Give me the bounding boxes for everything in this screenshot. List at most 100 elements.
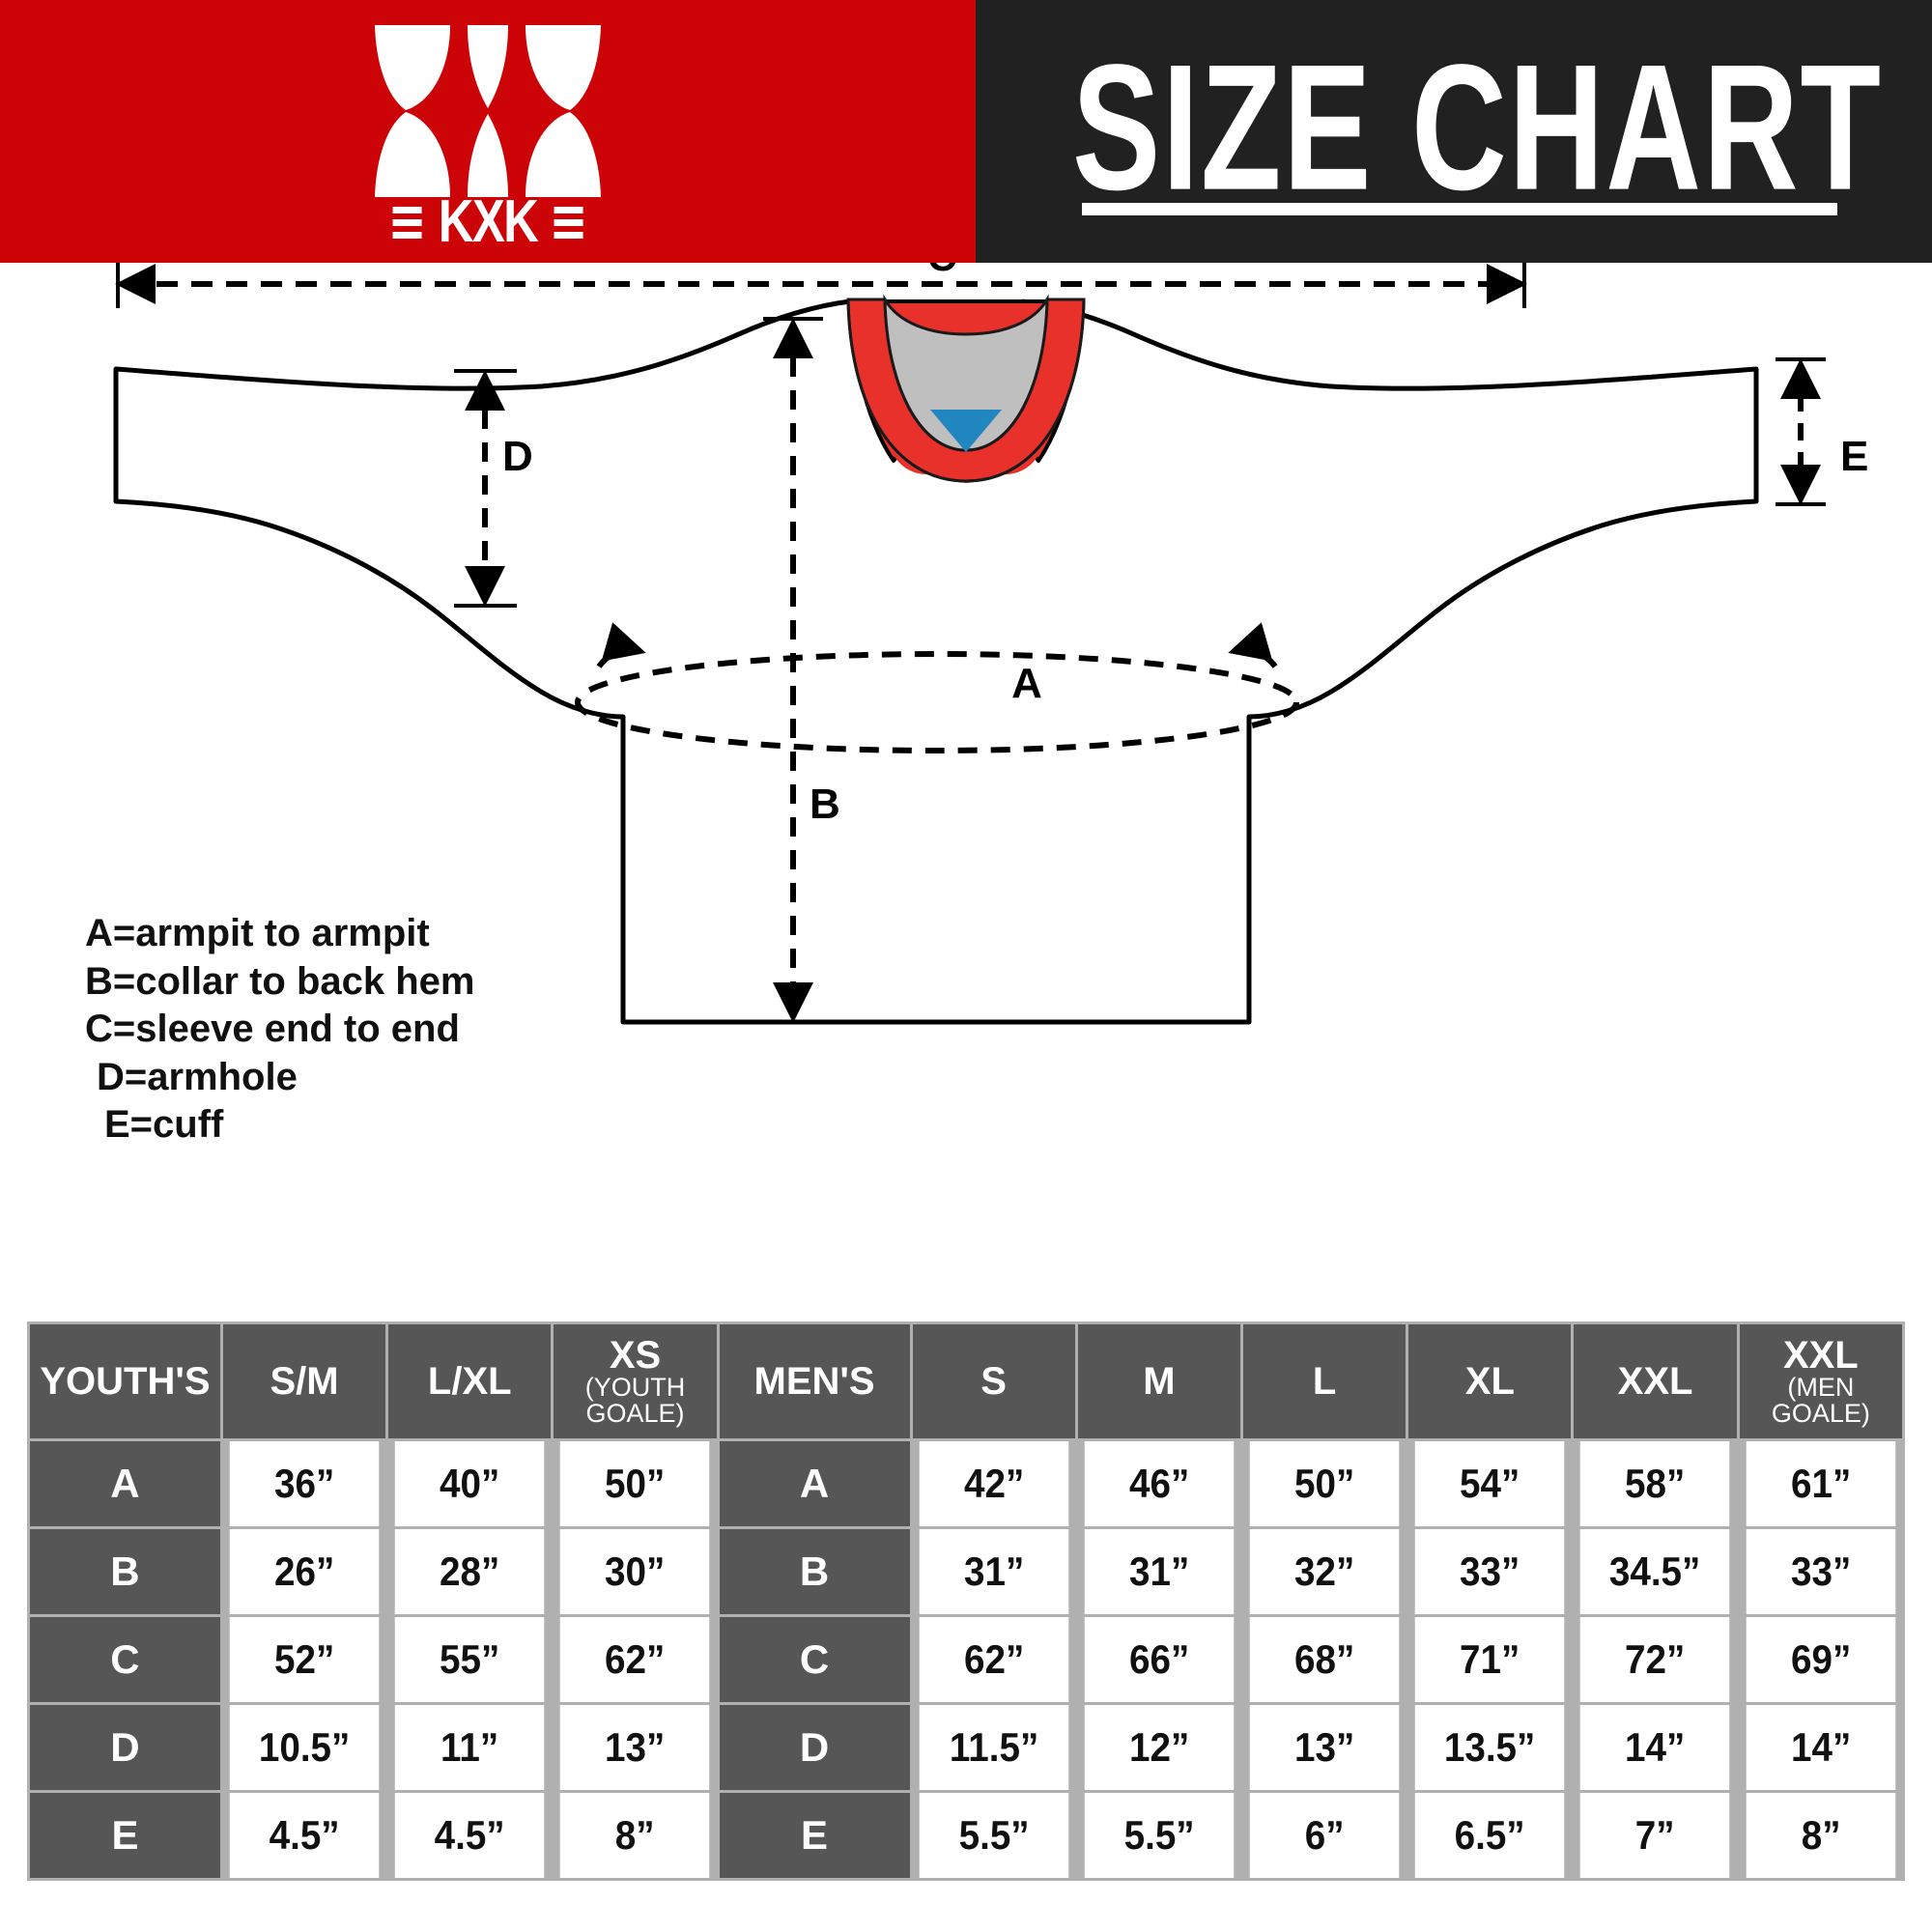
table-cell-value: 4.5” — [394, 1793, 545, 1878]
table-row: E 4.5” 4.5” 8” E 5.5” 5.5” 6” 6.5” 7” 8” — [30, 1793, 1902, 1878]
table-cell-value: 42” — [919, 1441, 1069, 1526]
legend-item-c: C=sleeve end to end — [85, 1008, 460, 1051]
table-header-cell: L/XL — [388, 1324, 552, 1438]
table-cell-value: 28” — [394, 1529, 545, 1614]
page-title: SIZE CHART — [1072, 27, 1883, 228]
row-label-mens: D — [719, 1705, 910, 1790]
brand-panel: KXK — [0, 0, 976, 263]
header-main-label: YOUTH'S — [40, 1360, 211, 1403]
table-cell-value: 30” — [560, 1529, 710, 1614]
table-cell-value: 8” — [1746, 1793, 1896, 1878]
table-cell-value: 5.5” — [919, 1793, 1069, 1878]
row-label-youth: D — [30, 1705, 220, 1790]
kxk-hourglass-mark — [375, 25, 601, 197]
table-row: D 10.5” 11” 13” D 11.5” 12” 13” 13.5” 14” 14” — [30, 1705, 1902, 1790]
table-cell-value: 68” — [1249, 1617, 1400, 1702]
header-sub-label: (MEN GOALE) — [1771, 1373, 1870, 1428]
legend-item-e: E=cuff — [104, 1103, 224, 1147]
table-cell-value: 55” — [394, 1617, 545, 1702]
legend-item-b: B=collar to back hem — [85, 959, 475, 1003]
measure-d: D — [454, 369, 533, 608]
row-label-mens: A — [719, 1441, 910, 1526]
header-main-label: L — [1312, 1360, 1337, 1403]
jersey-diagram: C — [0, 263, 1932, 1296]
table-cell-value: 13.5” — [1414, 1705, 1565, 1790]
kxk-wordmark: KXK — [392, 188, 583, 256]
table-cell-value: 11.5” — [919, 1705, 1069, 1790]
kxk-logo: KXK — [357, 15, 618, 256]
table-cell-value: 32” — [1249, 1529, 1400, 1614]
logo-bars-right — [554, 206, 583, 239]
table-cell-value: 13” — [560, 1705, 710, 1790]
table-cell-value: 72” — [1580, 1617, 1730, 1702]
header-main-label: L/XL — [427, 1360, 512, 1403]
table-cell-value: 54” — [1414, 1441, 1565, 1526]
table-header-row: YOUTH'S S/M L/XL XS (YOUTH GOALE) MEN'S S M L XL X… — [30, 1324, 1902, 1438]
logo-text: KXK — [438, 188, 539, 256]
logo-bars-left — [392, 206, 422, 239]
table-header-cell: XL — [1408, 1324, 1572, 1438]
table-body: A 36” 40” 50” A 42” 46” 50” 54” 58” 61” B 26” 28” 30” B… — [30, 1441, 1902, 1878]
table-cell-value: 58” — [1580, 1441, 1730, 1526]
row-label-mens: B — [719, 1529, 910, 1614]
table-cell-value: 66” — [1084, 1617, 1235, 1702]
table-header-cell: XXL (MEN GOALE) — [1739, 1324, 1902, 1438]
title-panel: SIZE CHART — [976, 0, 1932, 263]
jersey-svg: C — [113, 263, 1868, 1025]
legend-item-d: D=armhole — [97, 1055, 298, 1098]
table-cell-value: 52” — [229, 1617, 380, 1702]
table-cell-value: 5.5” — [1084, 1793, 1235, 1878]
measure-e: E — [1776, 357, 1868, 506]
table-cell-value: 31” — [1084, 1529, 1235, 1614]
table-header-cell: YOUTH'S — [30, 1324, 220, 1438]
table-cell-value: 6” — [1249, 1793, 1400, 1878]
row-label-youth: B — [30, 1529, 220, 1614]
table-cell-value: 8” — [560, 1793, 710, 1878]
table-row: B 26” 28” 30” B 31” 31” 32” 33” 34.5” 33” — [30, 1529, 1902, 1614]
table-cell-value: 33” — [1414, 1529, 1565, 1614]
table-cell-value: 50” — [1249, 1441, 1400, 1526]
table-cell-value: 4.5” — [229, 1793, 380, 1878]
table-cell-value: 33” — [1746, 1529, 1896, 1614]
header-main-label: MEN'S — [753, 1360, 875, 1403]
table-header-cell: XS (YOUTH GOALE) — [554, 1324, 717, 1438]
header-sub-label: (YOUTH GOALE) — [584, 1373, 686, 1428]
measure-b: B — [763, 317, 840, 1024]
table-header-cell: M — [1077, 1324, 1240, 1438]
table-cell-value: 14” — [1580, 1705, 1730, 1790]
table-cell-value: 50” — [560, 1441, 710, 1526]
table-header-cell: MEN'S — [719, 1324, 910, 1438]
table-cell-value: 10.5” — [229, 1705, 380, 1790]
jersey-collar-detail — [846, 294, 1086, 483]
table-cell-value: 12” — [1084, 1705, 1235, 1790]
table-header-cell: L — [1242, 1324, 1406, 1438]
table-cell-value: 14” — [1746, 1705, 1896, 1790]
table-cell-value: 36” — [229, 1441, 380, 1526]
table-cell-value: 13” — [1249, 1705, 1400, 1790]
table-cell-value: 69” — [1746, 1617, 1896, 1702]
row-label-youth: A — [30, 1441, 220, 1526]
header-main-label: XXL — [1617, 1360, 1693, 1403]
header-main-label: M — [1143, 1360, 1176, 1403]
measure-a: A — [575, 622, 1299, 753]
row-label-mens: E — [719, 1793, 910, 1878]
table-row: C 52” 55” 62” C 62” 66” 68” 71” 72” 69” — [30, 1617, 1902, 1702]
size-table-wrapper: YOUTH'S S/M L/XL XS (YOUTH GOALE) MEN'S S M L XL X… — [27, 1321, 1905, 1881]
header-main-label: XXL — [1782, 1334, 1859, 1377]
table-cell-value: 71” — [1414, 1617, 1565, 1702]
table-cell-value: 62” — [560, 1617, 710, 1702]
label-c: C — [927, 263, 956, 279]
label-e: E — [1840, 433, 1868, 480]
page-header: KXK SIZE CHART — [0, 0, 1932, 263]
table-cell-value: 7” — [1580, 1793, 1730, 1878]
measure-c: C — [115, 263, 1527, 308]
size-table: YOUTH'S S/M L/XL XS (YOUTH GOALE) MEN'S S M L XL X… — [27, 1321, 1905, 1881]
label-a: A — [1011, 660, 1042, 707]
table-cell-value: 46” — [1084, 1441, 1235, 1526]
table-cell-value: 34.5” — [1580, 1529, 1730, 1614]
jersey-outline — [113, 298, 1759, 1025]
table-cell-value: 40” — [394, 1441, 545, 1526]
header-main-label: XS — [609, 1334, 662, 1377]
row-label-youth: C — [30, 1617, 220, 1702]
